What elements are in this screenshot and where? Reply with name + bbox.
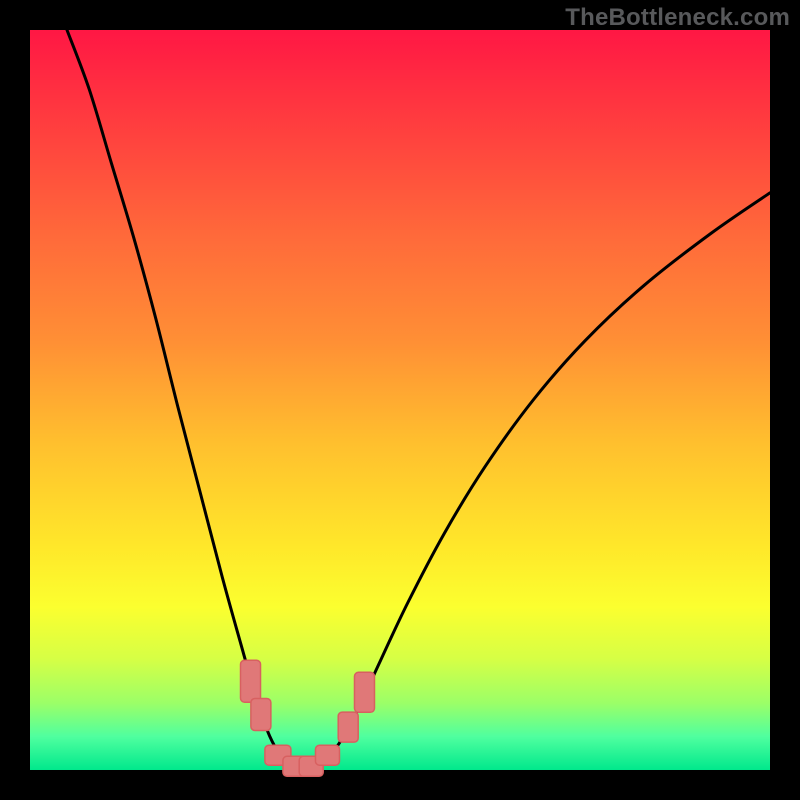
chart-container: TheBottleneck.com [0, 0, 800, 800]
watermark-text: TheBottleneck.com [565, 4, 790, 32]
marker [338, 712, 358, 742]
marker [251, 699, 271, 731]
marker [354, 672, 374, 712]
bottleneck-v-curve-chart [0, 0, 800, 800]
marker [315, 745, 339, 765]
marker [241, 660, 261, 702]
plot-background [30, 30, 770, 770]
